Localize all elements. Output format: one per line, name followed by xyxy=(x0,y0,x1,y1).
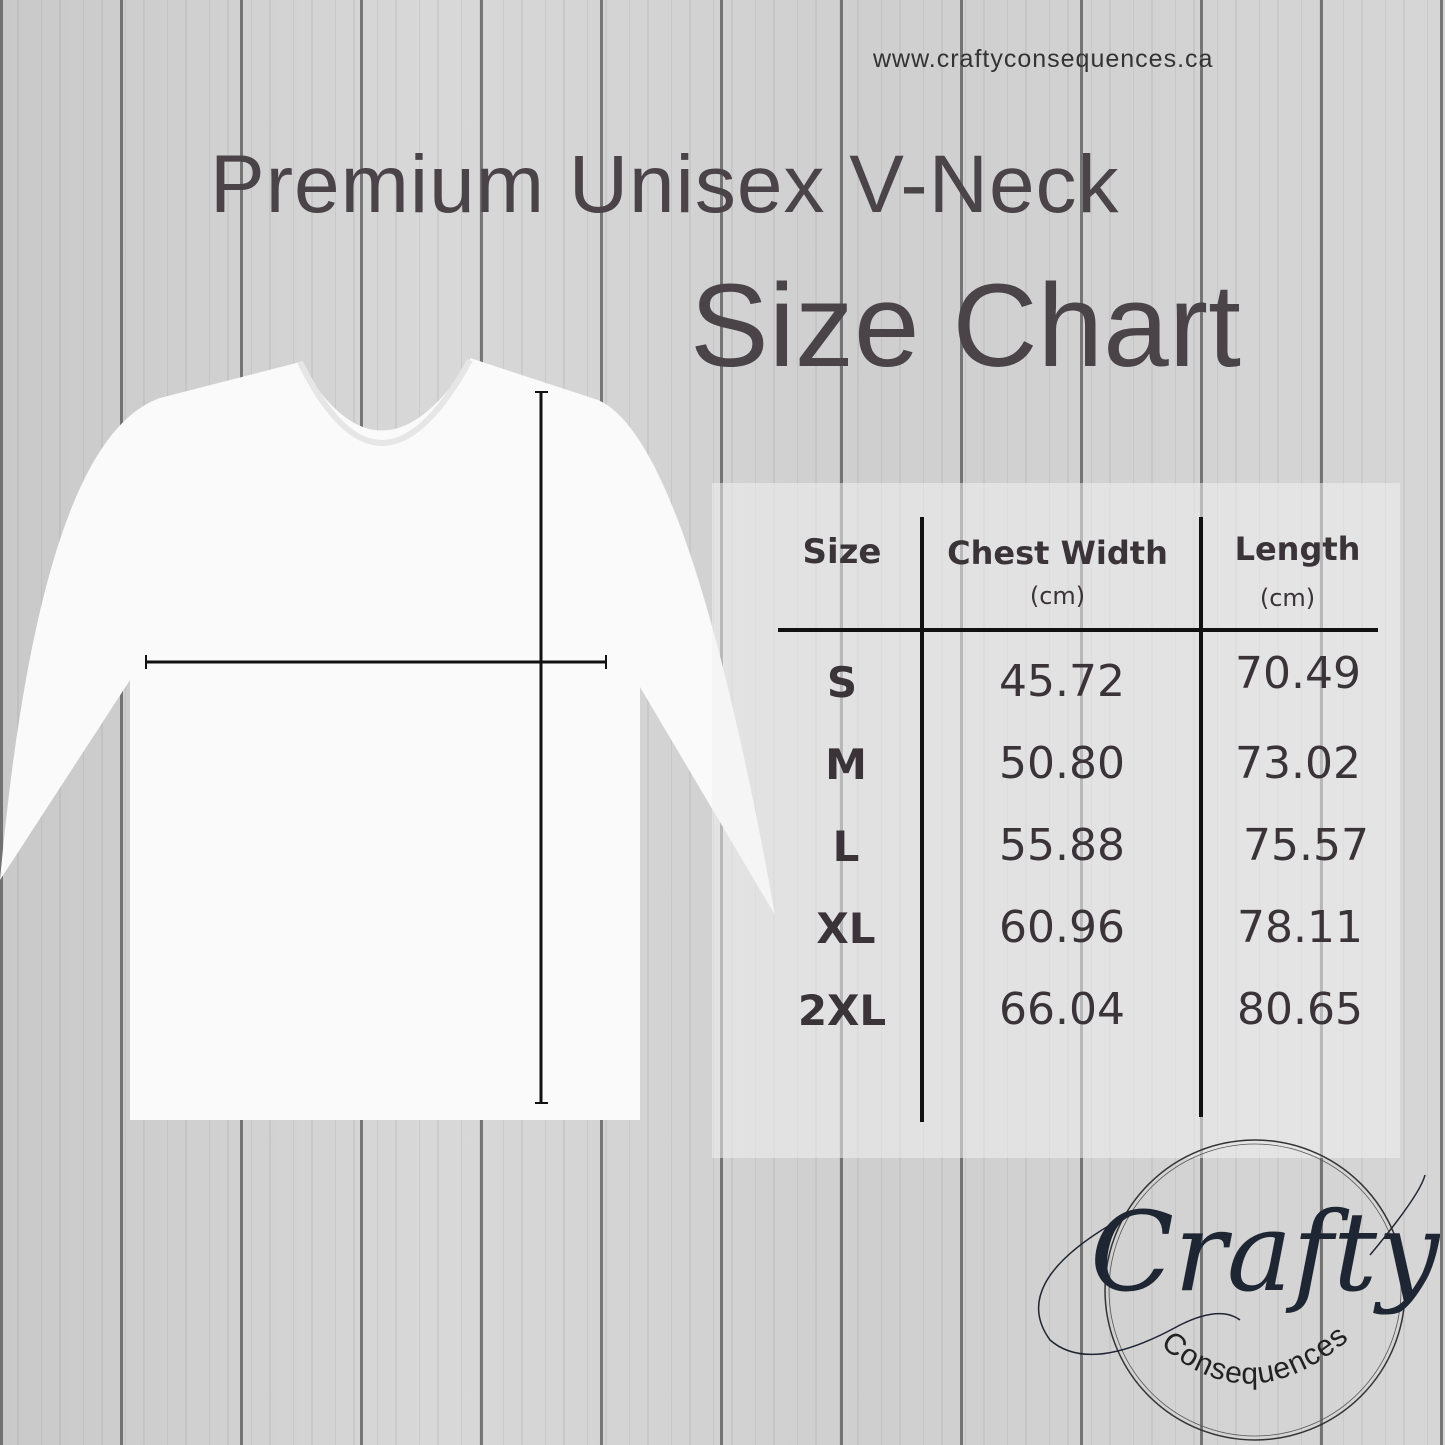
chest-cell: 60.96 xyxy=(999,902,1125,953)
crafty-consequences-logo: Crafty Consequences xyxy=(1037,1139,1440,1441)
length-cell: 70.49 xyxy=(1235,648,1361,699)
size-cell: S xyxy=(826,658,858,707)
svg-text:Crafty: Crafty xyxy=(1090,1188,1440,1316)
length-measure-line xyxy=(535,391,548,1104)
chest-measure-line xyxy=(145,655,607,669)
chest-cell: 66.04 xyxy=(999,984,1125,1035)
chest-cell: 45.72 xyxy=(999,656,1125,707)
length-cell: 73.02 xyxy=(1235,738,1361,789)
svg-text:Consequences: Consequences xyxy=(1155,1319,1354,1391)
product-title: Premium Unisex V-Neck xyxy=(210,139,1120,230)
tshirt-image xyxy=(0,358,775,1120)
size-cell: L xyxy=(832,822,860,871)
header-chest-width: Chest Width xyxy=(947,534,1168,572)
chest-cell: 50.80 xyxy=(999,738,1125,789)
chart-title: Size Chart xyxy=(690,260,1241,392)
size-table-panel xyxy=(712,483,1400,1158)
size-cell: M xyxy=(825,740,867,789)
website-url: www.craftyconsequences.ca xyxy=(873,45,1214,73)
length-cell: 78.11 xyxy=(1237,902,1363,953)
column-divider xyxy=(920,517,924,1122)
header-size: Size xyxy=(802,532,882,572)
chest-cell: 55.88 xyxy=(999,820,1125,871)
length-cell: 75.57 xyxy=(1243,820,1369,871)
length-cell: 80.65 xyxy=(1237,984,1363,1035)
column-divider xyxy=(1199,517,1203,1117)
header-divider xyxy=(778,628,1378,632)
header-length: Length xyxy=(1234,530,1361,568)
header-length-unit: (cm) xyxy=(1259,584,1316,612)
size-cell: XL xyxy=(816,904,876,953)
header-chest-unit: (cm) xyxy=(1029,582,1086,610)
size-cell: 2XL xyxy=(797,986,887,1035)
